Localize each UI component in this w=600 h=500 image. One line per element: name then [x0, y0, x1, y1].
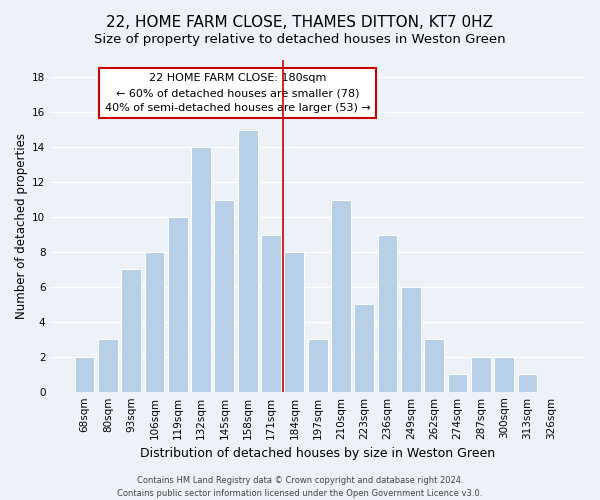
Bar [471, 357, 491, 392]
Bar [448, 374, 467, 392]
Bar [98, 340, 118, 392]
Bar [168, 217, 188, 392]
Bar [424, 340, 444, 392]
Bar [518, 374, 538, 392]
Bar [401, 287, 421, 392]
Text: 22 HOME FARM CLOSE: 180sqm
← 60% of detached houses are smaller (78)
40% of semi: 22 HOME FARM CLOSE: 180sqm ← 60% of deta… [104, 74, 370, 113]
Bar [145, 252, 164, 392]
Bar [238, 130, 257, 392]
Bar [214, 200, 234, 392]
Bar [191, 148, 211, 392]
Text: Size of property relative to detached houses in Weston Green: Size of property relative to detached ho… [94, 32, 506, 46]
Y-axis label: Number of detached properties: Number of detached properties [15, 133, 28, 319]
Text: Contains HM Land Registry data © Crown copyright and database right 2024.
Contai: Contains HM Land Registry data © Crown c… [118, 476, 482, 498]
Bar [261, 234, 281, 392]
X-axis label: Distribution of detached houses by size in Weston Green: Distribution of detached houses by size … [140, 447, 495, 460]
Bar [121, 270, 141, 392]
Bar [377, 234, 397, 392]
Bar [331, 200, 351, 392]
Bar [284, 252, 304, 392]
Text: 22, HOME FARM CLOSE, THAMES DITTON, KT7 0HZ: 22, HOME FARM CLOSE, THAMES DITTON, KT7 … [107, 15, 493, 30]
Bar [74, 357, 94, 392]
Bar [494, 357, 514, 392]
Bar [355, 304, 374, 392]
Bar [308, 340, 328, 392]
